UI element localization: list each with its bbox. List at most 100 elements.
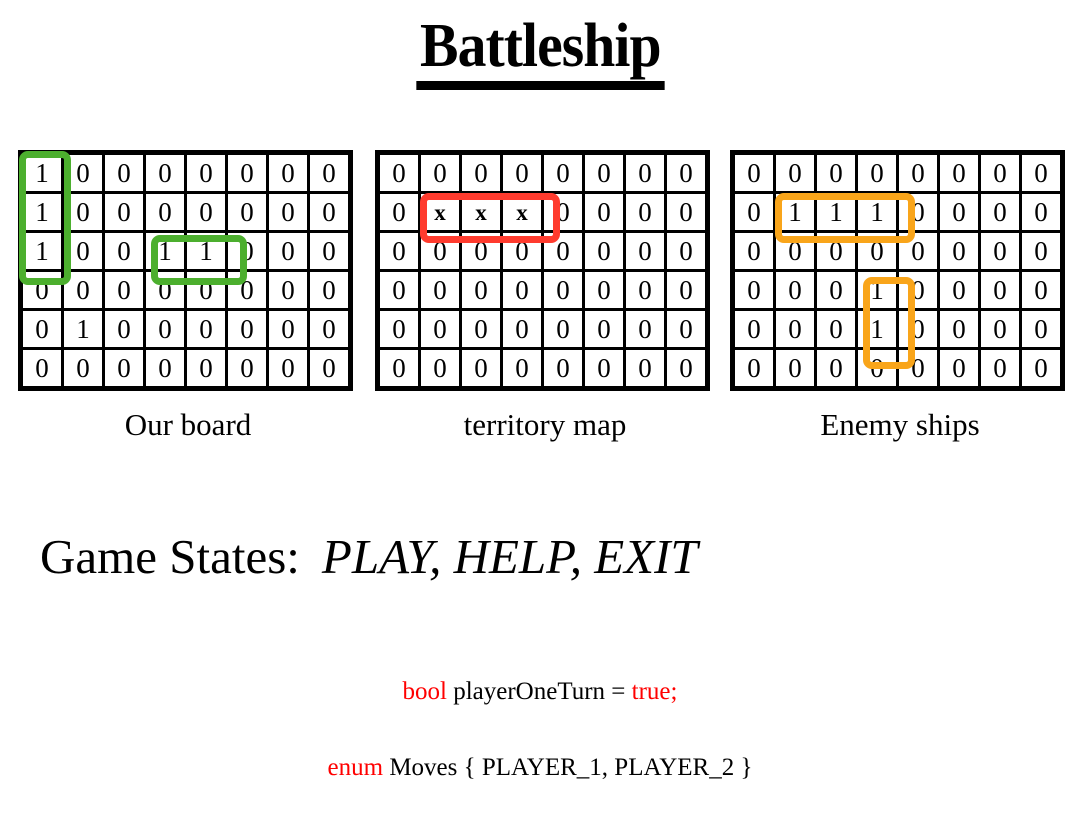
grid-cell-r6-c4[interactable]: 0 xyxy=(855,347,899,390)
grid-cell-r1-c5[interactable]: 0 xyxy=(541,151,585,194)
grid-cell-r1-c5[interactable]: 0 xyxy=(896,151,940,194)
grid-cell-r2-c4[interactable]: 0 xyxy=(143,191,187,233)
grid-cell-r1-c8[interactable]: 0 xyxy=(307,151,352,194)
grid-cell-r6-c6[interactable]: 0 xyxy=(582,347,626,390)
grid-cell-r4-c2[interactable]: 0 xyxy=(773,269,817,311)
grid-cell-r4-c3[interactable]: 0 xyxy=(459,269,503,311)
grid-cell-r3-c1[interactable]: 1 xyxy=(19,230,64,272)
grid-cell-r3-c4[interactable]: 0 xyxy=(855,230,899,272)
grid-cell-r2-c6[interactable]: 0 xyxy=(225,191,269,233)
grid-cell-r3-c8[interactable]: 0 xyxy=(664,230,709,272)
grid-cell-r5-c5[interactable]: 0 xyxy=(541,308,585,350)
grid-cell-r6-c2[interactable]: 0 xyxy=(773,347,817,390)
grid-cell-r3-c6[interactable]: 0 xyxy=(225,230,269,272)
grid-cell-r4-c2[interactable]: 0 xyxy=(61,269,105,311)
grid-cell-r4-c2[interactable]: 0 xyxy=(418,269,462,311)
grid-cell-r3-c8[interactable]: 0 xyxy=(307,230,352,272)
grid-cell-r1-c1[interactable]: 1 xyxy=(19,151,64,194)
grid-cell-r2-c6[interactable]: 0 xyxy=(582,191,626,233)
grid-cell-r5-c3[interactable]: 0 xyxy=(459,308,503,350)
grid-cell-r1-c1[interactable]: 0 xyxy=(376,151,421,194)
grid-cell-r4-c5[interactable]: 0 xyxy=(541,269,585,311)
grid-cell-r6-c1[interactable]: 0 xyxy=(376,347,421,390)
grid-cell-r3-c1[interactable]: 0 xyxy=(731,230,776,272)
grid-cell-r4-c1[interactable]: 0 xyxy=(731,269,776,311)
grid-cell-r1-c7[interactable]: 0 xyxy=(978,151,1022,194)
grid-cell-r5-c4[interactable]: 0 xyxy=(143,308,187,350)
grid-cell-r1-c6[interactable]: 0 xyxy=(937,151,981,194)
grid-cell-r5-c6[interactable]: 0 xyxy=(225,308,269,350)
grid-cell-r4-c6[interactable]: 0 xyxy=(225,269,269,311)
grid-cell-r6-c8[interactable]: 0 xyxy=(307,347,352,390)
grid-cell-r6-c3[interactable]: 0 xyxy=(814,347,858,390)
grid-cell-r6-c1[interactable]: 0 xyxy=(19,347,64,390)
grid-cell-r6-c7[interactable]: 0 xyxy=(623,347,667,390)
grid-cell-r2-c7[interactable]: 0 xyxy=(978,191,1022,233)
grid-cell-r2-c1[interactable]: 1 xyxy=(19,191,64,233)
grid-cell-r4-c8[interactable]: 0 xyxy=(664,269,709,311)
grid-cell-r5-c2[interactable]: 0 xyxy=(773,308,817,350)
grid-cell-r6-c2[interactable]: 0 xyxy=(418,347,462,390)
grid-cell-r3-c6[interactable]: 0 xyxy=(582,230,626,272)
grid-cell-r3-c1[interactable]: 0 xyxy=(376,230,421,272)
grid-cell-r2-c5[interactable]: 0 xyxy=(896,191,940,233)
grid-cell-r6-c7[interactable]: 0 xyxy=(978,347,1022,390)
grid-cell-r3-c2[interactable]: 0 xyxy=(773,230,817,272)
grid-cell-r4-c7[interactable]: 0 xyxy=(623,269,667,311)
grid-cell-r1-c1[interactable]: 0 xyxy=(731,151,776,194)
grid-cell-r4-c1[interactable]: 0 xyxy=(376,269,421,311)
grid-cell-r5-c1[interactable]: 0 xyxy=(731,308,776,350)
grid-cell-r3-c7[interactable]: 0 xyxy=(266,230,310,272)
grid-cell-r6-c4[interactable]: 0 xyxy=(143,347,187,390)
grid-cell-r2-c2[interactable]: x xyxy=(418,191,462,233)
grid-cell-r5-c3[interactable]: 0 xyxy=(814,308,858,350)
grid-cell-r5-c1[interactable]: 0 xyxy=(19,308,64,350)
grid-cell-r5-c3[interactable]: 0 xyxy=(102,308,146,350)
grid-cell-r3-c2[interactable]: 0 xyxy=(418,230,462,272)
grid-cell-r5-c4[interactable]: 0 xyxy=(500,308,544,350)
grid-cell-r5-c2[interactable]: 0 xyxy=(418,308,462,350)
grid-cell-r4-c3[interactable]: 0 xyxy=(102,269,146,311)
grid-cell-r1-c2[interactable]: 0 xyxy=(773,151,817,194)
grid-cell-r4-c1[interactable]: 0 xyxy=(19,269,64,311)
grid-cell-r4-c3[interactable]: 0 xyxy=(814,269,858,311)
grid-cell-r5-c7[interactable]: 0 xyxy=(978,308,1022,350)
grid-cell-r2-c8[interactable]: 0 xyxy=(307,191,352,233)
grid-cell-r2-c5[interactable]: 0 xyxy=(184,191,228,233)
grid-cell-r6-c6[interactable]: 0 xyxy=(937,347,981,390)
grid-cell-r3-c7[interactable]: 0 xyxy=(978,230,1022,272)
grid-cell-r1-c7[interactable]: 0 xyxy=(623,151,667,194)
grid-cell-r4-c7[interactable]: 0 xyxy=(266,269,310,311)
grid-cell-r2-c6[interactable]: 0 xyxy=(937,191,981,233)
grid-cell-r1-c2[interactable]: 0 xyxy=(418,151,462,194)
grid-cell-r3-c2[interactable]: 0 xyxy=(61,230,105,272)
grid-cell-r1-c6[interactable]: 0 xyxy=(582,151,626,194)
grid-cell-r5-c5[interactable]: 0 xyxy=(184,308,228,350)
grid-cell-r1-c2[interactable]: 0 xyxy=(61,151,105,194)
grid-cell-r2-c8[interactable]: 0 xyxy=(664,191,709,233)
grid-cell-r6-c8[interactable]: 0 xyxy=(664,347,709,390)
grid-cell-r4-c6[interactable]: 0 xyxy=(582,269,626,311)
grid-cell-r4-c6[interactable]: 0 xyxy=(937,269,981,311)
grid-cell-r1-c3[interactable]: 0 xyxy=(102,151,146,194)
grid-cell-r3-c6[interactable]: 0 xyxy=(937,230,981,272)
grid-cell-r6-c6[interactable]: 0 xyxy=(225,347,269,390)
grid-cell-r3-c5[interactable]: 1 xyxy=(184,230,228,272)
grid-cell-r5-c6[interactable]: 0 xyxy=(582,308,626,350)
grid-cell-r4-c5[interactable]: 0 xyxy=(896,269,940,311)
grid-cell-r2-c4[interactable]: x xyxy=(500,191,544,233)
grid-cell-r5-c8[interactable]: 0 xyxy=(307,308,352,350)
grid-cell-r1-c6[interactable]: 0 xyxy=(225,151,269,194)
grid-cell-r6-c5[interactable]: 0 xyxy=(541,347,585,390)
grid-cell-r6-c5[interactable]: 0 xyxy=(896,347,940,390)
grid-cell-r3-c3[interactable]: 0 xyxy=(459,230,503,272)
grid-cell-r4-c8[interactable]: 0 xyxy=(307,269,352,311)
grid-cell-r5-c8[interactable]: 0 xyxy=(1019,308,1064,350)
grid-cell-r3-c5[interactable]: 0 xyxy=(541,230,585,272)
grid-cell-r1-c8[interactable]: 0 xyxy=(1019,151,1064,194)
grid-cell-r2-c7[interactable]: 0 xyxy=(623,191,667,233)
grid-cell-r2-c3[interactable]: 1 xyxy=(814,191,858,233)
grid-cell-r5-c8[interactable]: 0 xyxy=(664,308,709,350)
